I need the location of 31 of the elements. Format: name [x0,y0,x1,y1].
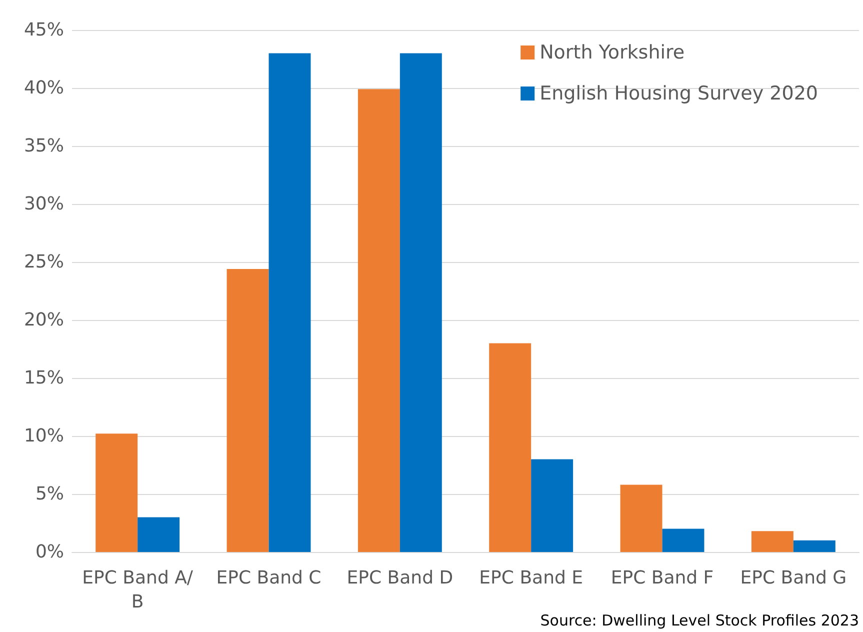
legend-label: North Yorkshire [540,42,685,64]
x-tick-label: EPC Band A/B [82,568,194,612]
bar [138,517,180,552]
y-tick-label: 10% [24,426,64,446]
bar [268,53,311,552]
bar [489,343,532,552]
x-tick-label: EPC Band F [610,568,714,588]
bar [531,459,574,552]
legend-label: English Housing Survey 2020 [540,82,818,104]
x-tick-label: EPC Band D [346,568,454,588]
y-tick-label: 40% [24,78,64,98]
x-tick-label: EPC Band C [216,568,322,588]
bar [96,434,138,552]
y-tick-label: 15% [24,368,64,388]
y-tick-label: 30% [24,194,64,214]
y-tick-label: 25% [24,252,64,272]
bar [226,268,269,552]
y-tick-label: 5% [35,484,64,504]
y-tick-label: 45% [24,20,64,40]
bar [358,89,400,552]
y-tick-label: 20% [24,310,64,330]
x-tick-label: EPC Band E [479,568,583,588]
y-tick-label: 0% [35,542,64,562]
x-tick-label: EPC Band G [740,568,847,588]
bar [620,484,662,552]
bar [400,53,442,552]
y-tick-label: 35% [24,136,64,156]
source-note: Source: Dwelling Level Stock Profiles 2023 [540,612,860,630]
bar [793,540,836,552]
bar [662,528,704,552]
bar [751,531,794,552]
